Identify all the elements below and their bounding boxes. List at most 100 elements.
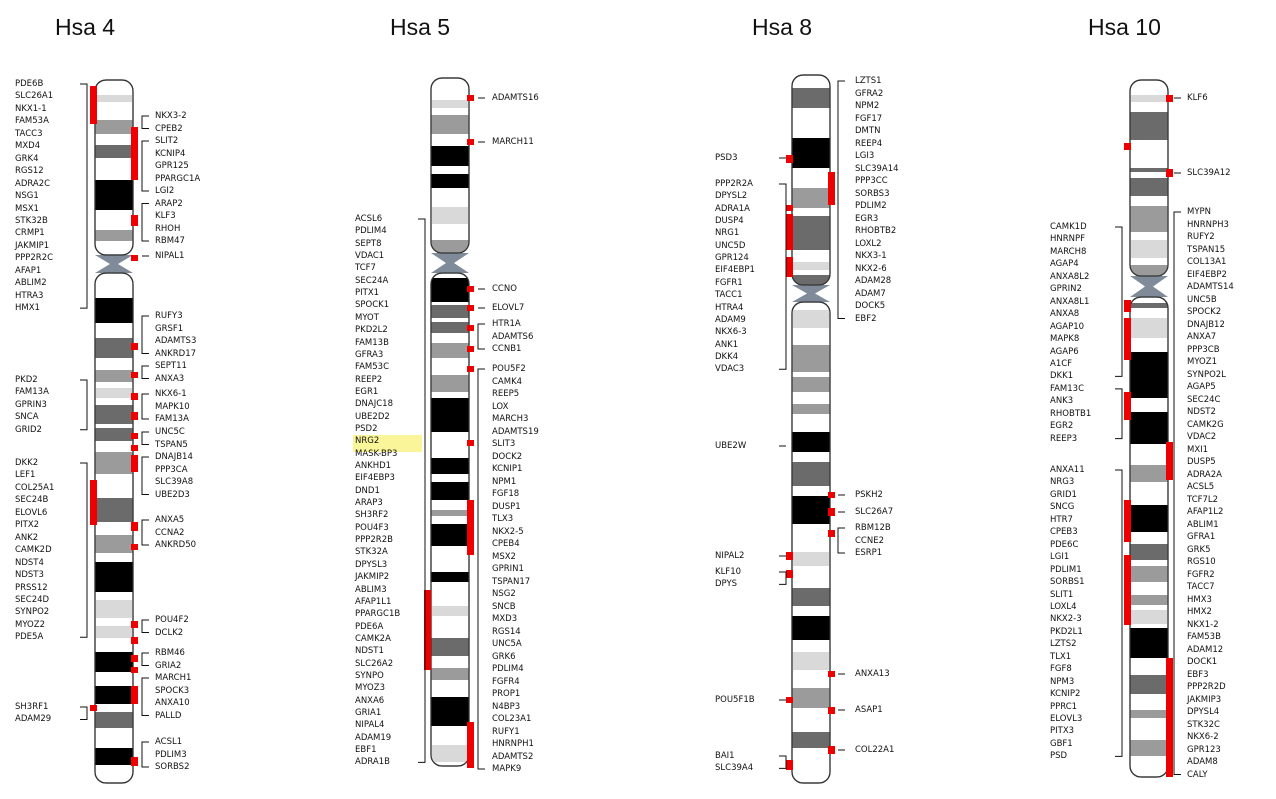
locus-marker [786, 214, 793, 250]
gene-label: TACC7 [1187, 582, 1215, 592]
gene-label: RBM12B [855, 523, 891, 533]
gene-label: GPR125 [155, 161, 189, 171]
locus-marker [1124, 318, 1131, 360]
gene-label: ANK3 [1050, 396, 1074, 407]
locus-marker [131, 455, 138, 472]
gene-label: JAKMIP3 [1187, 694, 1222, 705]
cytoband [95, 180, 133, 210]
gene-label: FGFR2 [1187, 569, 1215, 580]
gene-label: DMTN [855, 126, 881, 136]
cytoband [1130, 675, 1168, 694]
gene-label: LOXL2 [855, 238, 882, 249]
gene-label: UNC5B [1187, 294, 1217, 305]
gene-label: HNRNPF [1050, 234, 1086, 245]
locus-marker [828, 671, 835, 677]
cytoband [1130, 168, 1168, 172]
gene-label: AFAP1 [15, 265, 42, 276]
gene-label: ADAM8 [1187, 757, 1218, 767]
gene-label: PRSS12 [15, 582, 48, 593]
gene-label: RHOH [155, 223, 181, 234]
gene-label: CCNA2 [155, 527, 185, 538]
gene-label: LZTS1 [855, 76, 882, 86]
cytoband [1130, 178, 1168, 196]
gene-label: STK32B [15, 215, 48, 226]
gene-label: MSX1 [15, 203, 39, 214]
gene-label: GPRIN2 [1050, 284, 1082, 295]
cytoband [792, 310, 830, 328]
cytoband [1130, 740, 1168, 756]
locus-marker [131, 127, 138, 134]
group-bracket [141, 652, 149, 666]
cytoband [1130, 544, 1168, 560]
gene-label: GFRA1 [1187, 532, 1216, 542]
cytoband [792, 188, 830, 208]
group-bracket [141, 115, 149, 129]
gene-label: PPP3CB [1187, 344, 1220, 355]
cytoband [95, 600, 133, 618]
gene-label: DUSP4 [715, 216, 744, 227]
gene-label: JAKMIP2 [355, 572, 390, 583]
gene-label: SPOCK1 [355, 300, 390, 311]
gene-label: PDLIM3 [155, 749, 187, 760]
gene-label: NKX1-2 [1187, 619, 1219, 630]
gene-label: FGF17 [855, 113, 883, 124]
gene-label: ADAMTS16 [492, 93, 539, 103]
gene-label: SLIT2 [155, 136, 179, 146]
gene-label: NKX3-1 [855, 251, 887, 261]
gene-label: NPM3 [1050, 676, 1075, 687]
cytoband [1130, 206, 1168, 232]
gene-label: MYOZ3 [355, 683, 385, 694]
group-bracket [1115, 469, 1123, 757]
gene-label: LEF1 [15, 470, 36, 481]
gene-label: MARCH3 [492, 414, 529, 424]
gene-label: PDLIM4 [492, 664, 524, 674]
cytoband [431, 572, 469, 582]
gene-label: SH3RF2 [355, 510, 389, 521]
gene-label: VDAC3 [715, 364, 745, 375]
gene-label: SNCG [1050, 502, 1075, 513]
group-bracket [80, 379, 88, 431]
gene-label: PSD2 [355, 423, 378, 434]
gene-label: MXI1 [1187, 444, 1209, 455]
gene-label: CCNB1 [492, 344, 522, 354]
cytoband [95, 686, 133, 704]
cytoband [431, 510, 469, 516]
gene-label: PPRC1 [1050, 701, 1078, 712]
chromosome-ideogram [1129, 79, 1169, 778]
gene-label: VDAC1 [355, 251, 385, 262]
gene-label: COL22A1 [855, 745, 895, 755]
gene-label: FGF18 [492, 489, 520, 499]
gene-label: NKX2-6 [855, 263, 887, 274]
gene-label: ADAM28 [855, 276, 892, 286]
cytoband [431, 115, 469, 134]
gene-label: ANXA8L1 [1050, 296, 1090, 307]
locus-marker [828, 508, 835, 516]
gene-label: A1CF [1050, 358, 1073, 369]
locus-marker [1166, 169, 1173, 177]
locus-marker [828, 746, 835, 754]
group-bracket [141, 619, 149, 633]
gene-label: RGS14 [492, 626, 521, 637]
cytoband [95, 230, 133, 241]
gene-label: ANKHD1 [355, 461, 392, 471]
cytoband [431, 606, 469, 616]
cytoband [431, 375, 469, 392]
gene-label: LOX [492, 401, 509, 412]
gene-label: ANXA7 [1187, 332, 1217, 342]
gene-label: AGAP6 [1050, 346, 1079, 357]
gene-label: REEP3 [1050, 433, 1078, 444]
group-bracket [80, 462, 88, 638]
cytoband [1130, 610, 1168, 624]
cytoband [95, 748, 133, 765]
cytoband [1130, 265, 1168, 276]
gene-label: UBE2D2 [355, 411, 390, 422]
group-bracket [1173, 211, 1181, 775]
cytoband [95, 370, 133, 382]
locus-marker [1124, 500, 1131, 542]
group-bracket [477, 368, 485, 770]
chromosome-arm-q [791, 301, 831, 784]
gene-label: SORBS2 [155, 762, 190, 772]
gene-label: MSX2 [492, 551, 516, 562]
gene-label: CCNE2 [855, 535, 885, 546]
gene-label: AGAP5 [1187, 382, 1216, 392]
